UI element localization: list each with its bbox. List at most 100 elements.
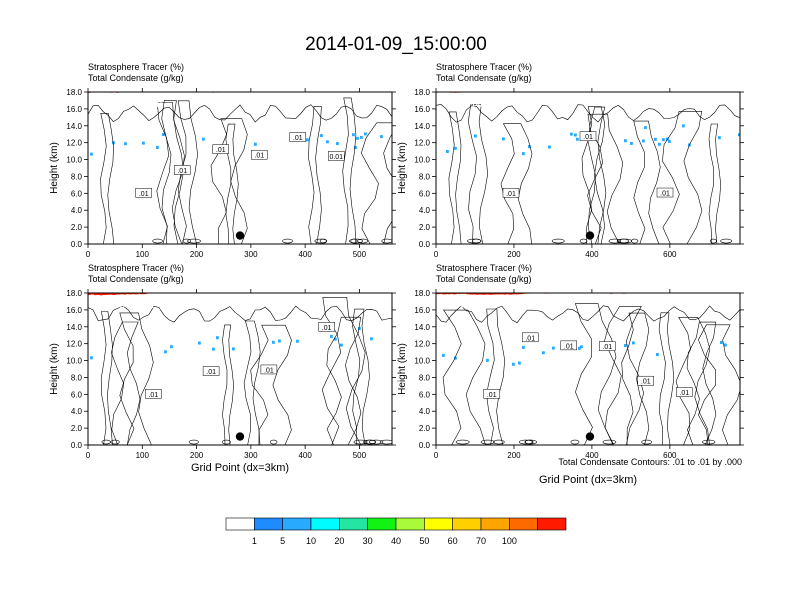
panel-sw-ne: Stratosphere Tracer (%)Total Condensate … bbox=[397, 62, 744, 259]
tracer-speck bbox=[198, 341, 201, 345]
tracer-speck bbox=[90, 152, 93, 156]
contour-label: .01 bbox=[579, 131, 597, 141]
panel-label: SW-NE bbox=[451, 98, 487, 110]
plot-frame bbox=[435, 91, 741, 245]
plot-background bbox=[436, 92, 740, 244]
tracer-speck bbox=[512, 362, 515, 366]
tracer-cell bbox=[466, 293, 469, 295]
tracer-cell bbox=[128, 293, 131, 295]
contour-label: .01 bbox=[318, 322, 335, 332]
contour-line bbox=[225, 123, 239, 244]
location-marker bbox=[235, 432, 245, 441]
contour-line bbox=[436, 305, 740, 324]
tracer-cell bbox=[98, 293, 101, 296]
x-tick-label: 0 bbox=[434, 250, 439, 259]
tracer-speck bbox=[380, 135, 383, 139]
y-tick-label: 10.0 bbox=[414, 357, 430, 366]
colorbar-label: 40 bbox=[391, 536, 401, 546]
tracer-field bbox=[88, 293, 373, 360]
svg-text:.01: .01 bbox=[177, 168, 187, 175]
y-tick-label: 18.0 bbox=[66, 289, 82, 298]
y-tick-label: 12.0 bbox=[66, 340, 82, 349]
y-tick-label: 12.0 bbox=[414, 340, 430, 349]
contour-blob bbox=[641, 439, 653, 445]
tracer-speck bbox=[216, 336, 219, 340]
tracer-speck bbox=[326, 140, 329, 144]
tracer-cell bbox=[448, 293, 451, 295]
tracer-speck bbox=[718, 136, 721, 140]
colorbar-label: 60 bbox=[448, 536, 458, 546]
panel-south-north: Stratosphere Tracer (%)Total Condensate … bbox=[49, 62, 396, 259]
contour-line bbox=[662, 111, 703, 244]
y-tick-label: 4.0 bbox=[419, 206, 431, 215]
tracer-cell bbox=[478, 293, 481, 295]
tracer-cell bbox=[506, 293, 509, 295]
tracer-speck bbox=[442, 353, 445, 357]
tracer-cell bbox=[516, 293, 519, 295]
tracer-cell bbox=[92, 293, 95, 295]
y-tick-label: 10.0 bbox=[66, 156, 82, 165]
contour-label: .01 bbox=[560, 340, 577, 350]
tracer-speck bbox=[548, 145, 551, 149]
tracer-speck bbox=[662, 138, 665, 142]
contour-blob bbox=[720, 238, 733, 244]
tracer-speck bbox=[352, 133, 355, 137]
contour-blob bbox=[467, 238, 482, 244]
contour-line bbox=[250, 324, 292, 445]
contour-blob bbox=[269, 439, 278, 445]
contour-label: .01 bbox=[502, 188, 520, 198]
tracer-speck bbox=[356, 136, 359, 140]
tracer-speck bbox=[630, 141, 633, 145]
contour-line bbox=[581, 106, 606, 244]
contour-line bbox=[243, 320, 261, 445]
contour-label: .01 bbox=[637, 375, 655, 386]
tracer-cell bbox=[90, 293, 93, 295]
contour-blob bbox=[381, 238, 392, 244]
contour-blob bbox=[570, 439, 580, 445]
tracer-cell bbox=[482, 293, 485, 295]
tracer-cell bbox=[110, 293, 113, 295]
contour-label: .01 bbox=[483, 389, 500, 399]
tracer-speck bbox=[578, 346, 581, 350]
tracer-cell bbox=[512, 293, 515, 295]
tracer-cell bbox=[486, 293, 489, 295]
tracer-speck bbox=[632, 341, 635, 345]
tracer-cell bbox=[498, 293, 501, 295]
contour-blob bbox=[551, 238, 565, 244]
tracer-speck bbox=[528, 145, 531, 149]
y-tick-label: 0.0 bbox=[71, 441, 83, 450]
tracer-speck bbox=[570, 132, 573, 136]
tracer-cell bbox=[100, 293, 103, 296]
svg-text:.01: .01 bbox=[660, 191, 670, 198]
tracer-cell bbox=[106, 293, 109, 295]
plot-background bbox=[88, 293, 392, 445]
tracer-speck bbox=[644, 126, 647, 130]
panel-title-line1: Stratosphere Tracer (%) bbox=[88, 62, 184, 72]
contour-line bbox=[326, 316, 362, 445]
colorbar-swatch bbox=[310, 517, 340, 531]
contour-line bbox=[119, 312, 154, 445]
x-tick-label: 100 bbox=[136, 250, 150, 259]
contour-label: .01 bbox=[251, 149, 268, 160]
tracer-speck bbox=[142, 141, 145, 145]
svg-text:.01: .01 bbox=[264, 367, 274, 374]
contour-line bbox=[88, 305, 392, 323]
tracer-cell bbox=[112, 293, 115, 295]
contour-label: .01 bbox=[656, 187, 674, 198]
tracer-speck bbox=[668, 139, 671, 143]
tracer-cell bbox=[446, 293, 449, 295]
tracer-speck bbox=[580, 345, 583, 349]
tracer-cell bbox=[520, 293, 523, 295]
svg-text:0.01: 0.01 bbox=[329, 154, 343, 161]
tracer-speck bbox=[330, 334, 333, 338]
contour-blob bbox=[710, 238, 717, 244]
contour-blob bbox=[221, 439, 231, 445]
svg-text:.01: .01 bbox=[216, 147, 226, 154]
panel-title-line1: Stratosphere Tracer (%) bbox=[436, 263, 532, 273]
tracer-cell bbox=[116, 293, 119, 295]
y-tick-label: 8.0 bbox=[419, 373, 431, 382]
y-tick-label: 12.0 bbox=[414, 139, 430, 148]
svg-text:.01: .01 bbox=[293, 135, 303, 142]
x-tick-label: 200 bbox=[190, 451, 204, 460]
